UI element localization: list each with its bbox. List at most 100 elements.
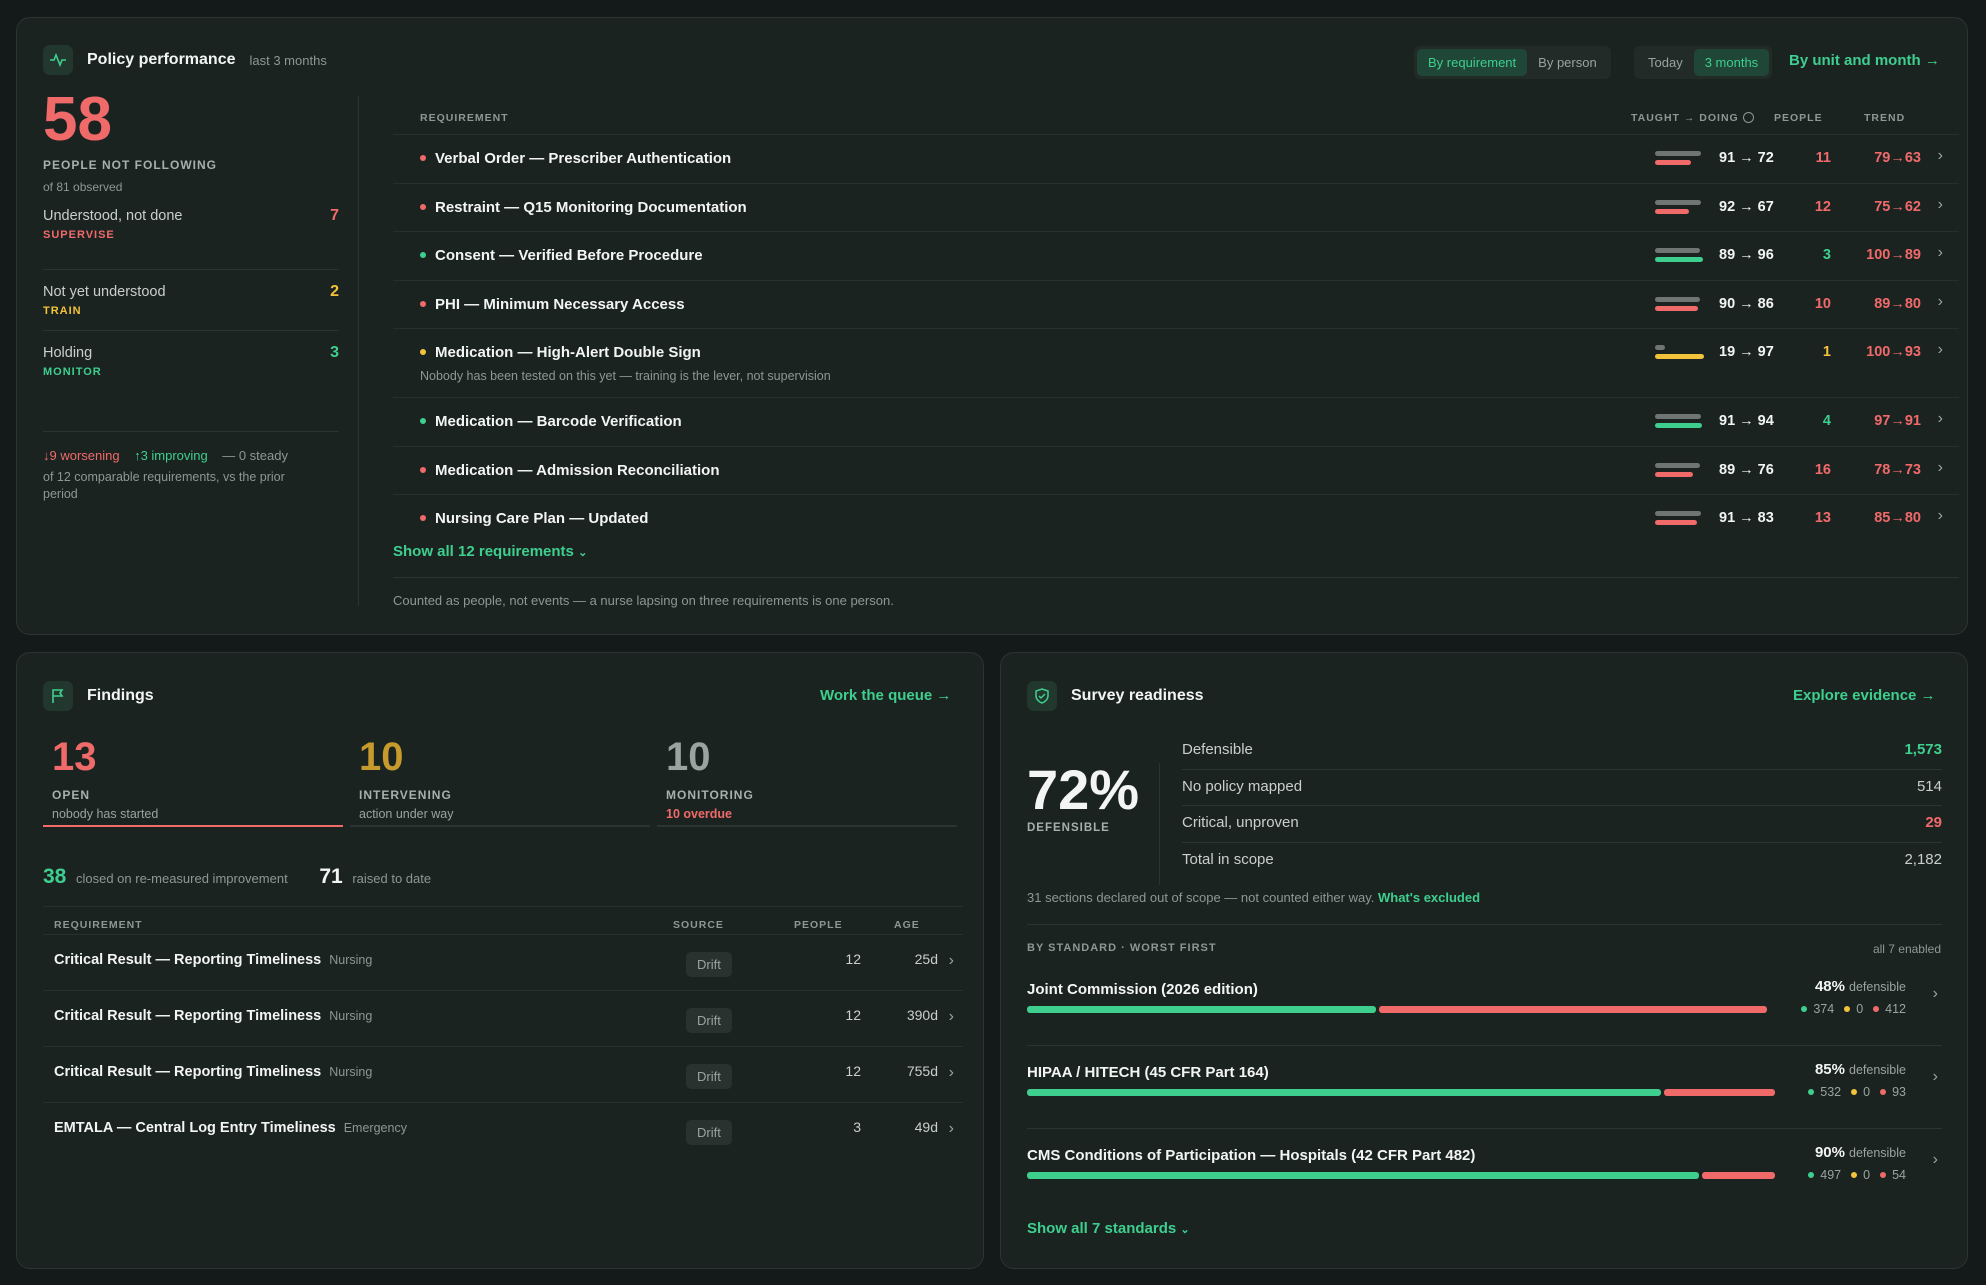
big-number: 58 bbox=[43, 85, 112, 154]
time-toggle: Today 3 months bbox=[1634, 46, 1773, 79]
toggle-by-person[interactable]: By person bbox=[1538, 55, 1597, 70]
chevron-right-icon: › bbox=[1932, 985, 1938, 1002]
people-count: 11 bbox=[1815, 150, 1831, 166]
metric-label: No policy mapped bbox=[1182, 777, 1303, 795]
unproven-bar bbox=[1379, 1006, 1767, 1013]
taught-doing-value: 91 → 94 bbox=[1719, 413, 1774, 429]
requirement-row[interactable]: Verbal Order — Prescriber Authentication… bbox=[393, 134, 1959, 183]
count-value: 93 bbox=[1892, 1085, 1906, 1099]
percent-value: 48% bbox=[1814, 978, 1845, 995]
finding-stat[interactable]: 10 INTERVENING action under way bbox=[350, 735, 650, 827]
shield-check-icon bbox=[1027, 681, 1057, 711]
findings-stats: 13 OPEN nobody has started 10 INTERVENING act… bbox=[43, 735, 963, 827]
trend-value: 100→89 bbox=[1866, 247, 1921, 263]
trend-summary: ↓9 worsening ↑3 improving — 0 steady of … bbox=[43, 431, 339, 503]
findings-header-line bbox=[43, 906, 963, 907]
taught-bar bbox=[1655, 248, 1700, 253]
toggle-by-requirement[interactable]: By requirement bbox=[1417, 49, 1528, 76]
whats-excluded-link[interactable]: What's excluded bbox=[1377, 890, 1481, 905]
requirement-label: Consent — Verified Before Procedure bbox=[435, 247, 703, 264]
bucket-label: Not yet understood bbox=[43, 284, 166, 300]
people-count: 16 bbox=[1814, 461, 1831, 478]
column-divider bbox=[358, 96, 359, 606]
chevron-right-icon: › bbox=[1937, 410, 1943, 427]
count-value: 0 bbox=[1863, 1085, 1871, 1099]
show-all-requirements[interactable]: Show all 12 requirements ⌄ bbox=[393, 543, 587, 560]
finding-row[interactable]: EMTALA — Central Log Entry Timeliness Eme… bbox=[43, 1102, 963, 1158]
bucket-value: 3 bbox=[330, 344, 339, 361]
closed-label: closed on re-measured improvement bbox=[75, 871, 288, 886]
doing-bar bbox=[1655, 423, 1702, 428]
standard-name: Joint Commission (2026 edition) bbox=[1027, 981, 1258, 998]
info-icon[interactable] bbox=[1742, 112, 1754, 123]
standard-row[interactable]: Joint Commission (2026 edition) 48% defens… bbox=[1027, 963, 1942, 1046]
requirement-name: Restraint — Q15 Monitoring Documentation bbox=[420, 199, 747, 216]
metric-label: Total in scope bbox=[1182, 850, 1274, 868]
finding-row[interactable]: Critical Result — Reporting Timeliness Nu… bbox=[43, 1046, 963, 1102]
show-all-standards[interactable]: Show all 7 standards ⌄ bbox=[1027, 1220, 1190, 1237]
toggle-today[interactable]: Today bbox=[1648, 55, 1683, 70]
requirement-row[interactable]: Medication — High-Alert Double Sign Nobod… bbox=[393, 328, 1959, 397]
col-trend: TREND bbox=[1864, 112, 1906, 124]
standard-row[interactable]: HIPAA / HITECH (45 CFR Part 164) 85% defen… bbox=[1027, 1046, 1942, 1129]
doing-bar bbox=[1655, 520, 1697, 525]
finding-stat[interactable]: 13 OPEN nobody has started bbox=[43, 735, 343, 827]
requirement-row[interactable]: Medication — Barcode Verification 91 → 94… bbox=[393, 397, 1959, 446]
findings-table: REQUIREMENT SOURCE PEOPLE AGE Critical R… bbox=[43, 906, 963, 1246]
requirement-row[interactable]: Restraint — Q15 Monitoring Documentation… bbox=[393, 182, 1959, 232]
status-dot bbox=[420, 203, 426, 210]
count-dot bbox=[1808, 1089, 1815, 1095]
requirement-row[interactable]: PHI — Minimum Necessary Access 90 → 86 10 8… bbox=[393, 279, 1959, 329]
source-badge: Drift bbox=[686, 952, 732, 977]
bucket-label: Understood, not done bbox=[43, 208, 183, 224]
taught-doing-value: 91 → 83 bbox=[1719, 510, 1774, 526]
source-badge: Drift bbox=[686, 1008, 732, 1033]
finding-row[interactable]: Critical Result — Reporting Timeliness Nu… bbox=[43, 934, 963, 990]
col-people: PEOPLE bbox=[794, 919, 843, 931]
show-all-standards-label: Show all 7 standards bbox=[1027, 1220, 1177, 1237]
count-value: 0 bbox=[1856, 1002, 1864, 1016]
requirement-row[interactable]: Consent — Verified Before Procedure 89 → … bbox=[393, 231, 1959, 280]
source-badge-wrap: Drift bbox=[686, 952, 732, 977]
bucket-item: Holding MONITOR 3 bbox=[43, 330, 339, 391]
defensible-label: DEFENSIBLE bbox=[1027, 822, 1110, 834]
finding-unit: Nursing bbox=[329, 953, 373, 967]
col-taught-doing-label: TAUGHT → DOING bbox=[1631, 112, 1739, 124]
finding-people: 12 bbox=[845, 1007, 861, 1023]
explore-evidence-link[interactable]: Explore evidence → bbox=[1793, 687, 1936, 704]
standard-row[interactable]: CMS Conditions of Participation — Hospit… bbox=[1027, 1129, 1942, 1212]
finding-name: Critical Result — Reporting Timeliness Nu… bbox=[54, 951, 372, 969]
metric-label: Defensible bbox=[1182, 741, 1253, 758]
col-source: SOURCE bbox=[673, 919, 724, 931]
count-value: 0 bbox=[1863, 1168, 1871, 1182]
finding-name: Critical Result — Reporting Timeliness Nu… bbox=[54, 1063, 372, 1081]
chevron-right-icon: › bbox=[948, 1064, 954, 1081]
requirement-row[interactable]: Medication — Admission Reconciliation 89 … bbox=[393, 445, 1959, 495]
survey-header: Survey readiness bbox=[1027, 681, 1204, 711]
people-count: 12 bbox=[1814, 198, 1831, 215]
standard-percent: 90% defensible bbox=[1815, 1144, 1906, 1161]
stat-sub: nobody has started bbox=[52, 807, 159, 821]
chevron-right-icon: › bbox=[1937, 341, 1943, 358]
bucket-item: Understood, not done SUPERVISE 7 bbox=[43, 207, 339, 269]
toggle-3-months[interactable]: 3 months bbox=[1693, 49, 1770, 76]
flag-icon bbox=[43, 681, 73, 711]
by-unit-month-link[interactable]: By unit and month → bbox=[1789, 52, 1940, 69]
count-dot bbox=[1844, 1006, 1851, 1012]
findings-summary: 38 closed on re-measured improvement 71 … bbox=[43, 865, 431, 889]
standard-name: HIPAA / HITECH (45 CFR Part 164) bbox=[1027, 1064, 1269, 1081]
chevron-right-icon: › bbox=[948, 1008, 954, 1025]
requirement-row[interactable]: Nursing Care Plan — Updated 91 → 83 13 85→8… bbox=[393, 494, 1959, 543]
chevron-right-icon: › bbox=[1932, 1151, 1938, 1168]
source-badge: Drift bbox=[686, 1120, 732, 1145]
finding-row[interactable]: Critical Result — Reporting Timeliness Nu… bbox=[43, 990, 963, 1046]
footnote-divider bbox=[393, 577, 1959, 578]
requirement-label: Medication — High-Alert Double Sign bbox=[435, 344, 701, 361]
metric-value: 29 bbox=[1925, 814, 1942, 831]
status-dot bbox=[420, 515, 426, 521]
work-queue-link[interactable]: Work the queue → bbox=[820, 687, 952, 704]
show-all-requirements-label: Show all 12 requirements bbox=[393, 543, 574, 560]
requirement-label: PHI — Minimum Necessary Access bbox=[435, 295, 685, 313]
closed-count: 38 bbox=[43, 865, 67, 888]
finding-stat[interactable]: 10 MONITORING 10 overdue bbox=[657, 735, 957, 827]
